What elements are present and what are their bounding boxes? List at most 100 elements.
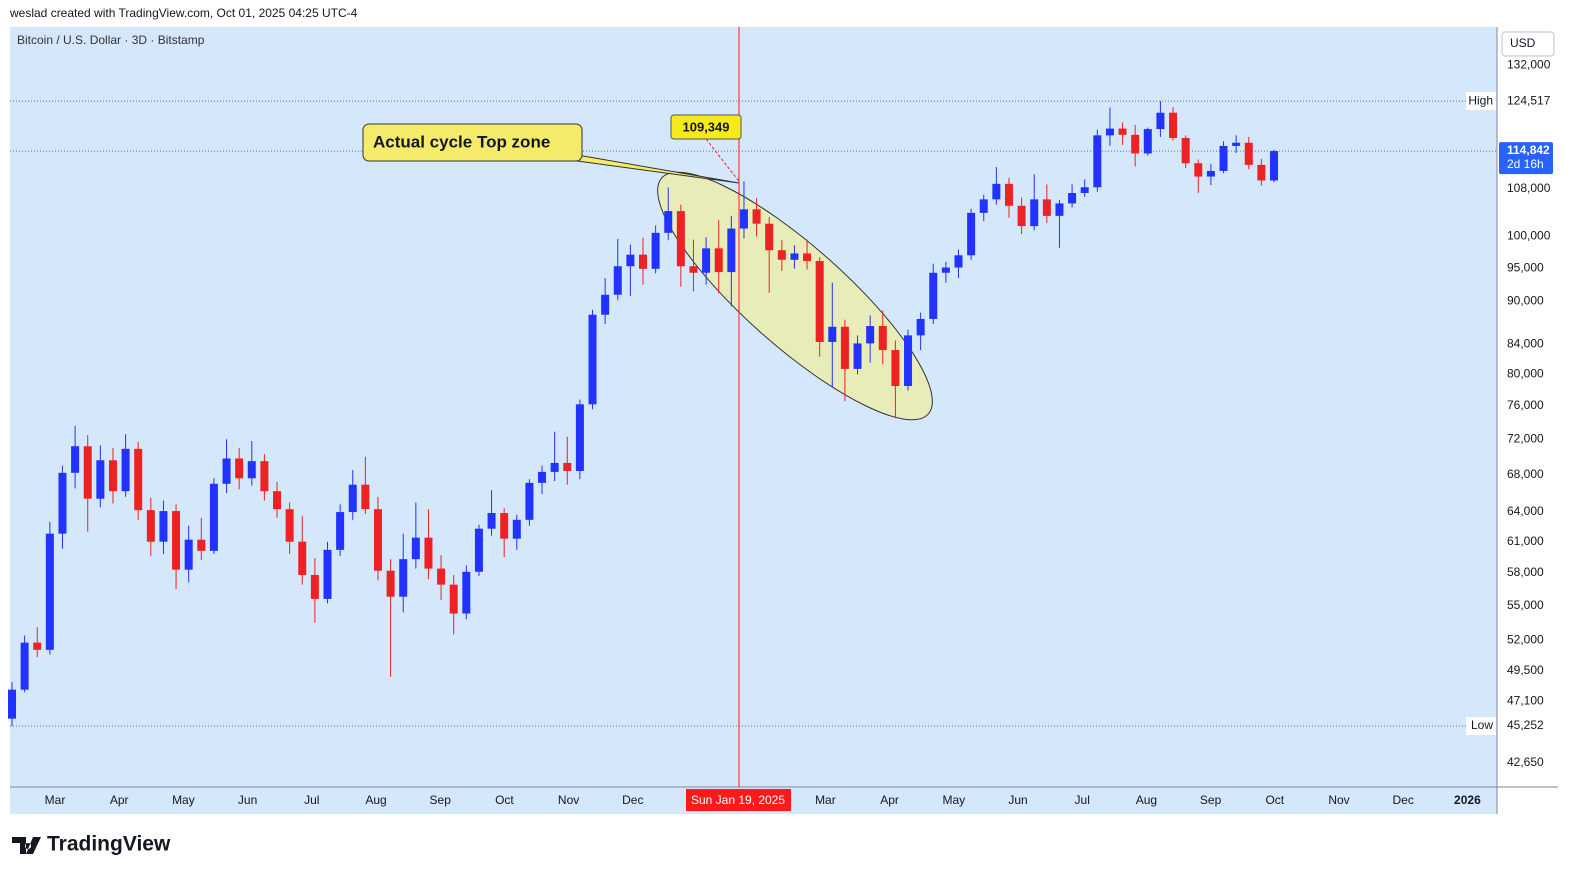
candle-body (840, 326, 849, 369)
candle-body (967, 212, 976, 256)
candle-body (1004, 183, 1013, 206)
candle-body (323, 549, 332, 599)
candle-body (1055, 203, 1064, 216)
candle-body (159, 511, 168, 542)
candle-body (639, 254, 647, 269)
candle-body (33, 642, 42, 650)
candle-body (1270, 151, 1278, 181)
candle-body (992, 183, 1001, 200)
candle-body (979, 199, 988, 213)
candle-body (361, 484, 370, 510)
y-tick-label: 68,000 (1507, 467, 1544, 481)
candle-body (1105, 128, 1114, 136)
candle-body (134, 448, 143, 511)
candle-body (310, 574, 319, 599)
candle-body (1080, 187, 1089, 194)
candle-body (222, 458, 231, 484)
candle-body (197, 539, 206, 551)
candle-body (1068, 193, 1077, 204)
y-tick-label: 108,000 (1507, 181, 1551, 195)
x-tick-label: May (172, 793, 195, 807)
candle-body (1232, 142, 1241, 146)
candle-body (487, 513, 496, 529)
crosshair-label-box (686, 789, 791, 811)
candle-body (1156, 112, 1165, 130)
high-price-box (1499, 92, 1553, 111)
logo-mark (12, 837, 41, 854)
x-tick-label: Nov (558, 793, 579, 807)
candle-body (525, 482, 534, 520)
candle-body (790, 253, 799, 260)
candle-body (828, 326, 837, 342)
y-tick-label: 132,000 (1507, 57, 1551, 71)
x-tick-label: Aug (1136, 793, 1157, 807)
candle-body (500, 513, 509, 539)
currency-box (1501, 31, 1555, 57)
x-tick-label: Mar (815, 793, 836, 807)
candle-body (45, 533, 54, 650)
candle-body (954, 255, 963, 268)
candle-body (702, 248, 711, 273)
y-tick-label: 61,000 (1507, 534, 1544, 548)
candle-body (916, 318, 925, 336)
candle-body (878, 326, 887, 351)
x-tick-label: Aug (365, 793, 386, 807)
y-tick-label: 64,000 (1507, 504, 1544, 518)
y-tick-label: 72,000 (1507, 432, 1544, 446)
candle-body (1131, 134, 1140, 154)
x-tick-label: Jul (304, 793, 319, 807)
candle-body (777, 250, 786, 260)
candle-body (247, 461, 256, 479)
candle-body (1181, 137, 1190, 164)
candle-body (588, 314, 597, 405)
candle-body (260, 461, 269, 492)
y-tick-label: 42,650 (1507, 755, 1544, 769)
symbol-title: Bitcoin / U.S. Dollar · 3D · Bitstamp (17, 33, 205, 47)
candle-body (373, 509, 382, 571)
low-price: 45,252 (1507, 718, 1544, 732)
candle-body (348, 484, 357, 513)
x-tick-label: Oct (495, 793, 514, 807)
candle-body (538, 471, 547, 483)
x-tick-label: Apr (880, 793, 899, 807)
callout-box (362, 123, 583, 162)
price-note-pointer (705, 138, 740, 182)
candle-body (285, 509, 294, 542)
candle-body (601, 294, 610, 315)
y-tick-label: 47,100 (1507, 694, 1544, 708)
candle-body (904, 335, 913, 386)
candle-body (83, 446, 92, 499)
x-tick-label: Mar (45, 793, 66, 807)
candle-body (626, 254, 635, 267)
candle-body (298, 541, 307, 575)
cycle-top-zone (657, 171, 933, 421)
y-tick-label: 52,000 (1507, 632, 1544, 646)
header: weslad created with TradingView.com, Oct… (9, 6, 358, 20)
candle-body (1169, 112, 1178, 138)
currency: USD (1510, 36, 1536, 50)
x-tick-label: Sep (430, 793, 452, 807)
candle-body (651, 232, 660, 269)
callout-text: Actual cycle Top zone (373, 132, 550, 151)
y-tick-label: 90,000 (1507, 294, 1544, 308)
candle-body (121, 448, 130, 492)
candle-body (8, 689, 16, 719)
logo-text: TradingView (47, 833, 171, 856)
candle-body (449, 584, 458, 614)
candle-body (815, 261, 824, 342)
x-tick-label: Nov (1328, 793, 1349, 807)
candle-body (411, 537, 420, 560)
high-price: 124,517 (1507, 93, 1551, 107)
candle-body (1118, 128, 1127, 135)
price-note: 109,349 (683, 119, 730, 134)
low-price-box (1499, 717, 1553, 736)
candle-body (1244, 142, 1253, 165)
candle-body (146, 510, 155, 542)
candle-body (752, 209, 761, 224)
candle-body (613, 266, 622, 295)
candle-body (235, 458, 244, 479)
candle-body (512, 519, 521, 539)
last-price-box (1499, 142, 1553, 175)
x-tick-label: Jul (1075, 793, 1090, 807)
